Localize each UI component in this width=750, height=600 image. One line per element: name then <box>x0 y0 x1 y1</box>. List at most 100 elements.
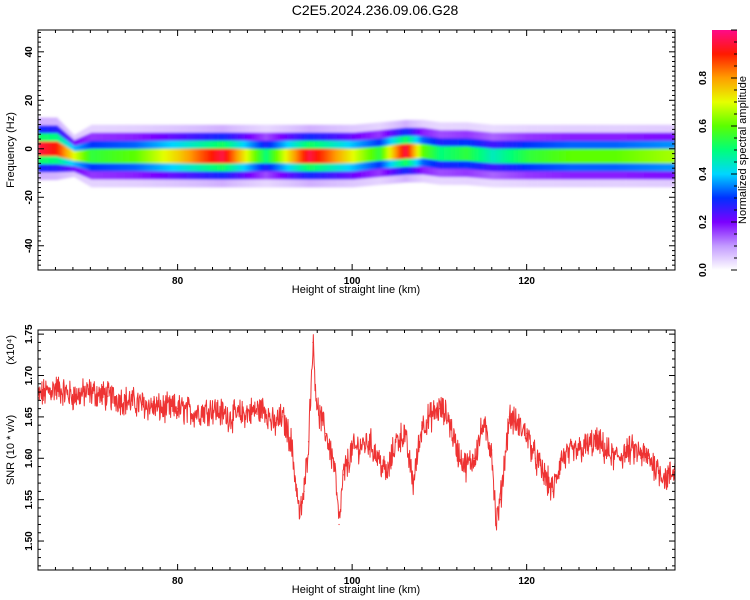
spectrogram-cell <box>240 148 244 164</box>
spectrogram-cell <box>66 147 70 160</box>
spectrogram-cell <box>548 148 552 164</box>
spectrogram-cell <box>53 141 57 157</box>
spectrogram-cell <box>504 148 508 164</box>
spectrogram-cell <box>387 145 390 161</box>
colorbar-gradient <box>712 30 737 270</box>
y-tick-label: 1.50 <box>24 531 35 551</box>
colorbar-tick-label: 0.2 <box>698 215 709 229</box>
spectrogram-cell <box>376 146 379 162</box>
spectrogram-cell <box>166 148 170 164</box>
spectrogram-cell <box>480 147 484 163</box>
spectrogram-cell <box>171 148 174 164</box>
snr-point <box>351 449 353 451</box>
spectrogram-cell <box>428 144 432 160</box>
spectrogram-cell <box>295 148 299 164</box>
spectrogram-cell <box>411 143 414 159</box>
spectrogram-cell <box>57 142 61 157</box>
spectrogram-cell <box>637 148 641 164</box>
x-tick-label: 100 <box>344 576 361 587</box>
colorbar-label: Normalized spectral amplitude <box>737 76 749 224</box>
snr-point <box>325 432 327 435</box>
y-tick-label: 1.60 <box>24 448 35 468</box>
snr-point <box>316 408 318 410</box>
spectrogram-cell <box>384 145 388 161</box>
spectrogram-cell <box>528 148 532 164</box>
snr-point <box>464 465 467 468</box>
spectrogram-cell <box>92 148 96 164</box>
spectrogram-cell <box>343 148 347 164</box>
spectrogram-y-label: Frequency (Hz) <box>5 112 17 188</box>
spectrogram-cell <box>68 148 72 160</box>
spectrogram-cell <box>430 145 434 160</box>
spectrogram-cell <box>555 148 558 164</box>
spectrogram-cell <box>563 148 567 164</box>
spectrogram-cell <box>334 148 338 164</box>
spectrogram-cell <box>622 148 626 164</box>
spectrogram-cell <box>284 148 288 164</box>
spectrogram-cell <box>579 148 582 164</box>
snr-point <box>648 457 650 459</box>
spectrogram-cell <box>304 148 307 164</box>
spectrogram-cell <box>118 148 122 164</box>
spectrogram-cell <box>459 146 462 161</box>
spectrogram-cell <box>153 148 157 164</box>
spectrogram-cell <box>616 148 619 164</box>
spectrogram-cell <box>393 144 397 160</box>
y-tick-label: -20 <box>24 190 35 205</box>
spectrogram-cell <box>448 146 451 161</box>
spectrogram-cell <box>646 148 650 164</box>
spectrogram-cell <box>201 148 205 164</box>
spectrogram-cell <box>323 148 327 164</box>
spectrogram-cell <box>611 148 615 164</box>
spectrogram-cell <box>280 148 283 164</box>
snr-point <box>194 412 196 414</box>
spectrogram-cell <box>439 146 443 161</box>
spectrogram-cell <box>75 150 78 162</box>
snr-point <box>665 478 667 480</box>
snr-point <box>578 449 580 451</box>
spectrogram-cell <box>544 148 547 164</box>
snr-point <box>124 399 126 401</box>
snr-point <box>246 412 249 414</box>
snr-point <box>107 395 109 397</box>
snr-point <box>630 449 632 451</box>
spectrogram-cell <box>136 148 139 164</box>
spectrogram-cell <box>212 148 216 164</box>
spectrogram-cell <box>456 146 460 161</box>
snr-point <box>674 470 675 472</box>
snr-point <box>495 523 497 526</box>
spectrogram-cell <box>151 148 155 164</box>
snr-point <box>430 416 432 418</box>
spectrogram-cell <box>574 148 578 164</box>
spectrogram-cell <box>197 148 201 164</box>
spectrogram-cell <box>515 148 519 164</box>
y-tick-label: 40 <box>24 46 35 58</box>
spectrogram-cell <box>256 148 259 164</box>
spectrogram-cell <box>282 148 286 164</box>
spectrogram-cell <box>389 145 392 160</box>
spectrogram-cell <box>627 148 630 164</box>
spectrogram-cell <box>452 146 456 161</box>
snr-point <box>456 449 458 451</box>
spectrogram-cell <box>157 148 161 164</box>
spectrogram-panel: 80 100 120 -40 -20 0 20 40 Height of straight l… <box>5 29 676 296</box>
spectrogram-cell <box>347 148 351 164</box>
spectrogram-cell <box>406 143 410 159</box>
spectrogram-cell <box>149 148 153 164</box>
spectrogram-cell <box>216 148 220 164</box>
spectrogram-cell <box>417 143 421 159</box>
spectrogram-cell <box>271 148 275 164</box>
snr-point <box>338 523 340 526</box>
snr-point <box>560 457 563 459</box>
x-tick-label: 100 <box>344 276 361 287</box>
spectrogram-cell <box>539 148 543 164</box>
snr-point <box>299 515 301 517</box>
colorbar-tick-label: 0.4 <box>698 167 709 181</box>
spectrogram-cell <box>520 148 523 164</box>
spectrogram-cell <box>286 148 290 164</box>
snr-point <box>482 424 484 426</box>
snr-point <box>211 408 214 410</box>
spectrogram-cell <box>62 145 65 158</box>
snr-point <box>447 416 449 418</box>
spectrogram-cell <box>245 148 249 164</box>
